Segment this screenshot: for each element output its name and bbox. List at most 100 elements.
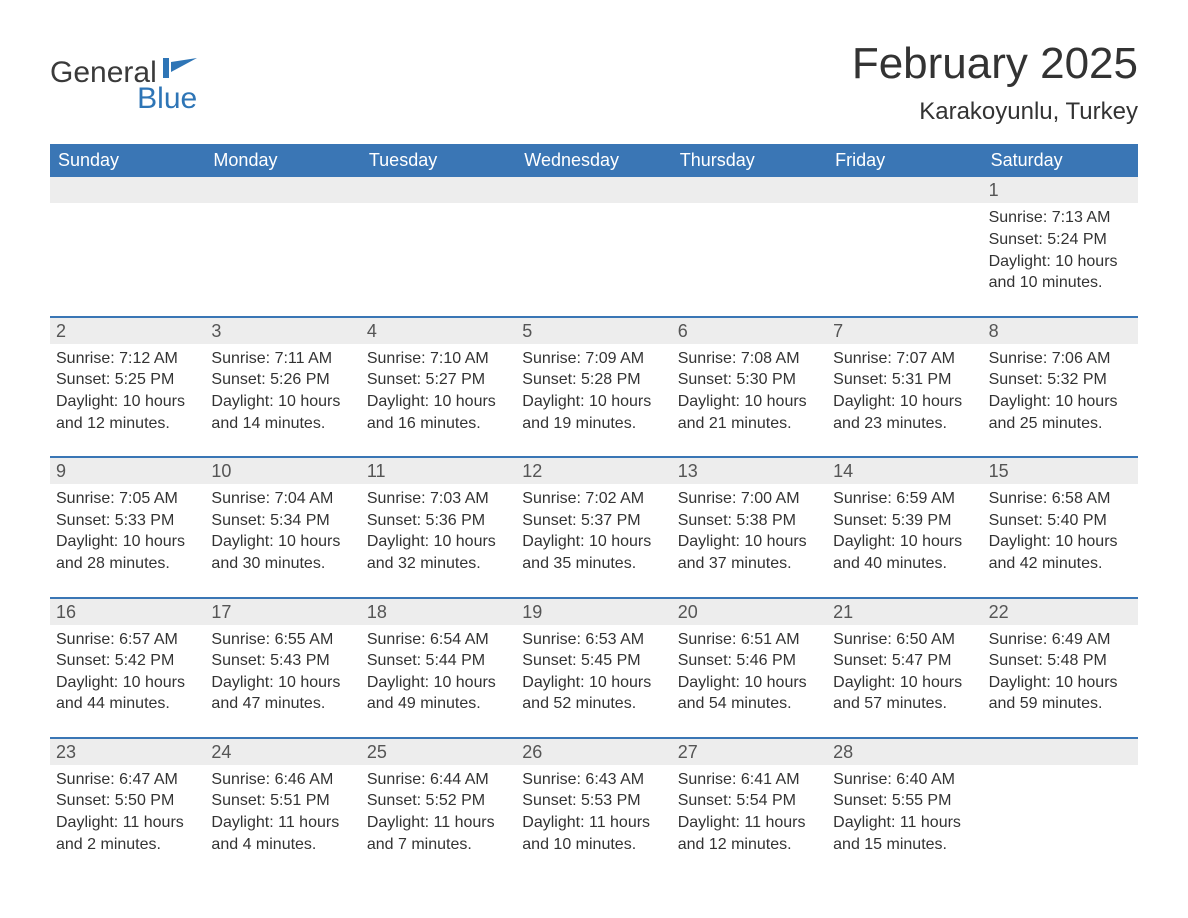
day-body: Sunrise: 7:06 AMSunset: 5:32 PMDaylight:…	[983, 344, 1138, 434]
day-day2: and 32 minutes.	[367, 553, 510, 575]
day-sunrise: Sunrise: 7:12 AM	[56, 348, 199, 370]
day-number: 17	[205, 599, 360, 625]
day-number	[361, 177, 516, 203]
day-number: 21	[827, 599, 982, 625]
weekday-header: Thursday	[672, 144, 827, 177]
day-sunset: Sunset: 5:33 PM	[56, 510, 199, 532]
weekday-header: Friday	[827, 144, 982, 177]
day-number	[50, 177, 205, 203]
day-sunrise: Sunrise: 7:00 AM	[678, 488, 821, 510]
day-number	[205, 177, 360, 203]
day-sunset: Sunset: 5:30 PM	[678, 369, 821, 391]
day-sunrise: Sunrise: 6:50 AM	[833, 629, 976, 651]
day-day2: and 30 minutes.	[211, 553, 354, 575]
week-row: 16Sunrise: 6:57 AMSunset: 5:42 PMDayligh…	[50, 597, 1138, 715]
day-sunrise: Sunrise: 7:06 AM	[989, 348, 1132, 370]
day-cell	[516, 177, 671, 293]
weekday-header: Monday	[205, 144, 360, 177]
day-number: 14	[827, 458, 982, 484]
day-day1: Daylight: 10 hours	[367, 391, 510, 413]
title-block: February 2025 Karakoyunlu, Turkey	[852, 40, 1138, 126]
day-day1: Daylight: 11 hours	[833, 812, 976, 834]
day-day2: and 14 minutes.	[211, 413, 354, 435]
day-body: Sunrise: 6:54 AMSunset: 5:44 PMDaylight:…	[361, 625, 516, 715]
month-title: February 2025	[852, 40, 1138, 88]
day-day1: Daylight: 10 hours	[678, 391, 821, 413]
day-day2: and 47 minutes.	[211, 693, 354, 715]
week-row: 23Sunrise: 6:47 AMSunset: 5:50 PMDayligh…	[50, 737, 1138, 855]
day-day2: and 4 minutes.	[211, 834, 354, 856]
day-number: 3	[205, 318, 360, 344]
day-sunset: Sunset: 5:48 PM	[989, 650, 1132, 672]
day-day1: Daylight: 10 hours	[211, 391, 354, 413]
day-number: 7	[827, 318, 982, 344]
day-cell: 7Sunrise: 7:07 AMSunset: 5:31 PMDaylight…	[827, 318, 982, 434]
day-sunrise: Sunrise: 6:51 AM	[678, 629, 821, 651]
day-cell: 25Sunrise: 6:44 AMSunset: 5:52 PMDayligh…	[361, 739, 516, 855]
day-body: Sunrise: 6:41 AMSunset: 5:54 PMDaylight:…	[672, 765, 827, 855]
day-number: 27	[672, 739, 827, 765]
day-day1: Daylight: 10 hours	[56, 391, 199, 413]
day-sunrise: Sunrise: 7:02 AM	[522, 488, 665, 510]
day-day1: Daylight: 11 hours	[522, 812, 665, 834]
day-day2: and 44 minutes.	[56, 693, 199, 715]
day-number: 26	[516, 739, 671, 765]
day-body: Sunrise: 7:07 AMSunset: 5:31 PMDaylight:…	[827, 344, 982, 434]
day-sunrise: Sunrise: 6:59 AM	[833, 488, 976, 510]
day-cell: 20Sunrise: 6:51 AMSunset: 5:46 PMDayligh…	[672, 599, 827, 715]
day-day2: and 37 minutes.	[678, 553, 821, 575]
day-day1: Daylight: 11 hours	[678, 812, 821, 834]
day-day1: Daylight: 11 hours	[56, 812, 199, 834]
day-cell: 18Sunrise: 6:54 AMSunset: 5:44 PMDayligh…	[361, 599, 516, 715]
day-sunset: Sunset: 5:43 PM	[211, 650, 354, 672]
day-day2: and 23 minutes.	[833, 413, 976, 435]
day-sunrise: Sunrise: 7:05 AM	[56, 488, 199, 510]
day-sunset: Sunset: 5:25 PM	[56, 369, 199, 391]
day-day2: and 59 minutes.	[989, 693, 1132, 715]
day-day2: and 2 minutes.	[56, 834, 199, 856]
day-body: Sunrise: 6:59 AMSunset: 5:39 PMDaylight:…	[827, 484, 982, 574]
day-sunset: Sunset: 5:50 PM	[56, 790, 199, 812]
day-sunset: Sunset: 5:38 PM	[678, 510, 821, 532]
day-body: Sunrise: 6:57 AMSunset: 5:42 PMDaylight:…	[50, 625, 205, 715]
calendar: SundayMondayTuesdayWednesdayThursdayFrid…	[50, 144, 1138, 855]
day-day2: and 35 minutes.	[522, 553, 665, 575]
day-cell: 2Sunrise: 7:12 AMSunset: 5:25 PMDaylight…	[50, 318, 205, 434]
day-day2: and 42 minutes.	[989, 553, 1132, 575]
day-body: Sunrise: 7:13 AMSunset: 5:24 PMDaylight:…	[983, 203, 1138, 293]
day-cell: 16Sunrise: 6:57 AMSunset: 5:42 PMDayligh…	[50, 599, 205, 715]
day-cell: 21Sunrise: 6:50 AMSunset: 5:47 PMDayligh…	[827, 599, 982, 715]
day-body: Sunrise: 6:51 AMSunset: 5:46 PMDaylight:…	[672, 625, 827, 715]
day-day1: Daylight: 10 hours	[211, 531, 354, 553]
day-sunrise: Sunrise: 7:03 AM	[367, 488, 510, 510]
day-day2: and 57 minutes.	[833, 693, 976, 715]
day-number: 8	[983, 318, 1138, 344]
day-cell: 10Sunrise: 7:04 AMSunset: 5:34 PMDayligh…	[205, 458, 360, 574]
day-cell: 3Sunrise: 7:11 AMSunset: 5:26 PMDaylight…	[205, 318, 360, 434]
day-sunset: Sunset: 5:44 PM	[367, 650, 510, 672]
calendar-page: General Blue February 2025 Karakoyunlu, …	[0, 0, 1188, 918]
day-day1: Daylight: 10 hours	[56, 672, 199, 694]
day-day1: Daylight: 10 hours	[989, 531, 1132, 553]
day-day1: Daylight: 11 hours	[211, 812, 354, 834]
day-number: 16	[50, 599, 205, 625]
day-day2: and 25 minutes.	[989, 413, 1132, 435]
day-body: Sunrise: 6:46 AMSunset: 5:51 PMDaylight:…	[205, 765, 360, 855]
day-body: Sunrise: 6:43 AMSunset: 5:53 PMDaylight:…	[516, 765, 671, 855]
day-number	[983, 739, 1138, 765]
day-sunrise: Sunrise: 7:08 AM	[678, 348, 821, 370]
day-day2: and 28 minutes.	[56, 553, 199, 575]
day-cell: 17Sunrise: 6:55 AMSunset: 5:43 PMDayligh…	[205, 599, 360, 715]
week-row: 9Sunrise: 7:05 AMSunset: 5:33 PMDaylight…	[50, 456, 1138, 574]
day-number: 22	[983, 599, 1138, 625]
day-sunset: Sunset: 5:45 PM	[522, 650, 665, 672]
day-day1: Daylight: 10 hours	[989, 672, 1132, 694]
day-cell: 19Sunrise: 6:53 AMSunset: 5:45 PMDayligh…	[516, 599, 671, 715]
day-sunrise: Sunrise: 6:57 AM	[56, 629, 199, 651]
day-cell: 8Sunrise: 7:06 AMSunset: 5:32 PMDaylight…	[983, 318, 1138, 434]
day-day2: and 40 minutes.	[833, 553, 976, 575]
day-sunrise: Sunrise: 6:53 AM	[522, 629, 665, 651]
weeks-container: 1Sunrise: 7:13 AMSunset: 5:24 PMDaylight…	[50, 177, 1138, 855]
day-number	[827, 177, 982, 203]
day-body: Sunrise: 6:49 AMSunset: 5:48 PMDaylight:…	[983, 625, 1138, 715]
